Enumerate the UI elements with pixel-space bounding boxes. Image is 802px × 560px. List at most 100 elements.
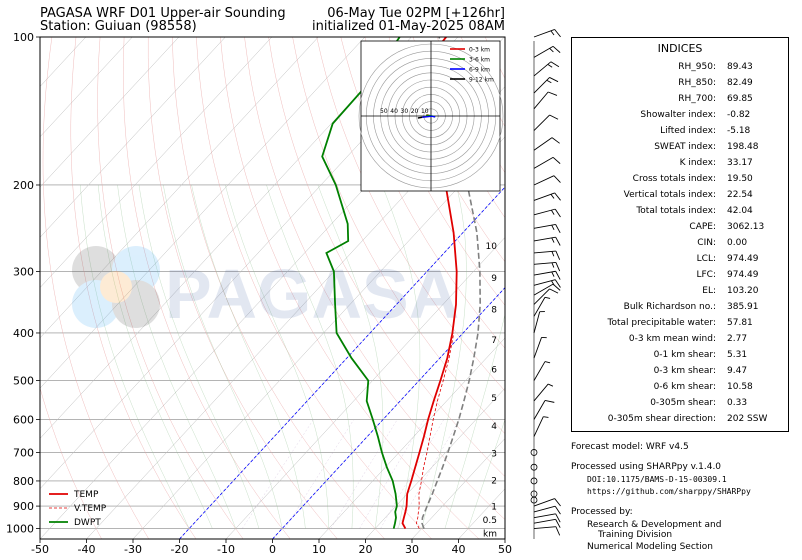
index-label: Bulk Richardson no.: <box>623 302 716 312</box>
mixing-ratio-line <box>380 419 444 529</box>
wind-barb-flag <box>551 262 555 268</box>
x-tick-label: -10 <box>217 543 235 556</box>
mixing-ratio-line <box>284 419 355 529</box>
dry-adiabat <box>388 37 505 263</box>
index-label: Vertical totals index: <box>623 190 716 200</box>
wind-barb-shaft <box>533 297 546 317</box>
isotherm <box>365 387 505 539</box>
index-row: EL: 103.20 <box>572 286 788 302</box>
hodograph-legend-label: 9-12 km <box>469 77 494 84</box>
isotherm <box>40 37 412 439</box>
legend-label: TEMP <box>73 490 99 500</box>
x-tick-label: 50 <box>498 543 512 556</box>
dry-adiabat <box>268 37 505 477</box>
index-value: 19.50 <box>727 174 753 184</box>
index-row: 0-1 km shear: 5.31 <box>572 350 788 366</box>
wind-barb-shaft <box>533 137 553 151</box>
wind-barb-flag <box>554 505 561 515</box>
dry-adiabat <box>42 37 150 539</box>
index-value: 385.91 <box>727 302 759 312</box>
wind-barb-flag <box>555 526 561 536</box>
wind-barb-flag <box>555 519 561 528</box>
hodograph-segment <box>422 115 436 118</box>
wind-barb-shaft <box>533 156 554 169</box>
wind-barb-shaft <box>533 505 556 513</box>
km-height-label: 3 <box>491 450 497 460</box>
wind-barb-flag <box>544 296 551 299</box>
index-label: Showalter index: <box>640 110 716 120</box>
moist-adiabat <box>467 418 505 529</box>
mixing-ratio-line <box>359 419 425 529</box>
index-row: 0-3 km shear: 9.47 <box>572 366 788 382</box>
index-row: 0-3 km mean wind: 2.77 <box>572 334 788 350</box>
index-label: Cross totals index: <box>632 174 716 184</box>
hodograph-ring-label: 40 <box>390 108 398 115</box>
wind-barb-shaft <box>533 361 546 381</box>
hodograph-ring-label: 30 <box>401 108 409 115</box>
chart-title-right-2: initialized 01-May-2025 08AM <box>311 19 505 34</box>
x-tick-label: 30 <box>405 543 419 556</box>
index-row: LFC: 974.49 <box>572 270 788 286</box>
index-value: 0.33 <box>727 398 748 408</box>
index-row: SWEAT index: 198.48 <box>572 142 788 158</box>
index-row: Lifted index: -5.18 <box>572 126 788 142</box>
isotherm <box>40 37 273 289</box>
footer-org-1: Research & Development and <box>587 520 722 530</box>
y-tick-label: 500 <box>13 375 34 388</box>
isotherm <box>40 37 319 339</box>
index-value: 202 SSW <box>727 414 768 424</box>
x-tick-label: 40 <box>452 543 466 556</box>
series-vtemp-line <box>415 332 455 529</box>
dry-adiabat <box>97 37 244 539</box>
wind-barb-flag <box>555 250 561 260</box>
wind-barb-flag <box>551 271 555 277</box>
wind-barb-flag <box>549 48 554 53</box>
wind-barb-shaft <box>533 29 555 38</box>
moist-adiabat <box>266 184 354 529</box>
wind-barb-shaft <box>533 175 555 186</box>
y-tick-label: 300 <box>13 266 34 279</box>
hodograph-legend-label: 3-6 km <box>469 57 490 64</box>
index-value: 3062.13 <box>727 222 765 232</box>
wind-barb-shaft <box>533 383 549 402</box>
index-value: 0.00 <box>727 238 748 248</box>
dry-adiabat <box>196 37 432 539</box>
index-row: RH_950: 89.43 <box>572 62 788 78</box>
y-tick-label: 800 <box>13 475 34 488</box>
index-row: CIN: 0.00 <box>572 238 788 254</box>
wind-barb-flag <box>546 79 552 84</box>
index-row: LCL: 974.49 <box>572 254 788 270</box>
x-tick-label: -40 <box>78 543 96 556</box>
chart-title-right-1: 06-May Tue 02PM [+126hr] <box>327 6 505 21</box>
dry-adiabat <box>220 37 480 539</box>
wind-barb-shaft <box>533 337 542 359</box>
isotherm <box>40 37 226 238</box>
moist-adiabat <box>138 184 260 529</box>
index-value: -5.18 <box>727 126 751 136</box>
moist-adiabat <box>191 184 306 529</box>
isotherm <box>318 337 505 539</box>
moist-adiabat <box>381 184 421 529</box>
index-value: 9.47 <box>727 366 748 376</box>
dry-adiabat <box>292 37 505 435</box>
wind-barb-flag <box>555 513 561 523</box>
moist-adiabat <box>80 184 190 529</box>
isotherm <box>40 37 180 188</box>
index-label: CIN: <box>697 238 716 248</box>
wind-barb-shaft <box>533 61 552 77</box>
index-row: CAPE: 3062.13 <box>572 222 788 238</box>
km-height-label: 7 <box>491 336 497 346</box>
legend-label: DWPT <box>74 518 101 528</box>
wind-barb-shaft <box>533 77 550 94</box>
index-label: LFC: <box>696 270 716 280</box>
index-label: 0-1 km shear: <box>653 350 716 360</box>
index-row: Total precipitable water: 57.81 <box>572 318 788 334</box>
legend-label: V.TEMP <box>74 504 107 514</box>
index-value: 2.77 <box>727 334 748 344</box>
indices-panel: INDICES RH_950: 89.43 RH_850: 82.49 RH_700: 6… <box>571 37 789 432</box>
wind-barb-flag <box>554 192 561 201</box>
hodograph-segment <box>417 116 423 119</box>
index-label: Total precipitable water: <box>607 318 716 328</box>
moist-adiabat <box>163 184 283 529</box>
